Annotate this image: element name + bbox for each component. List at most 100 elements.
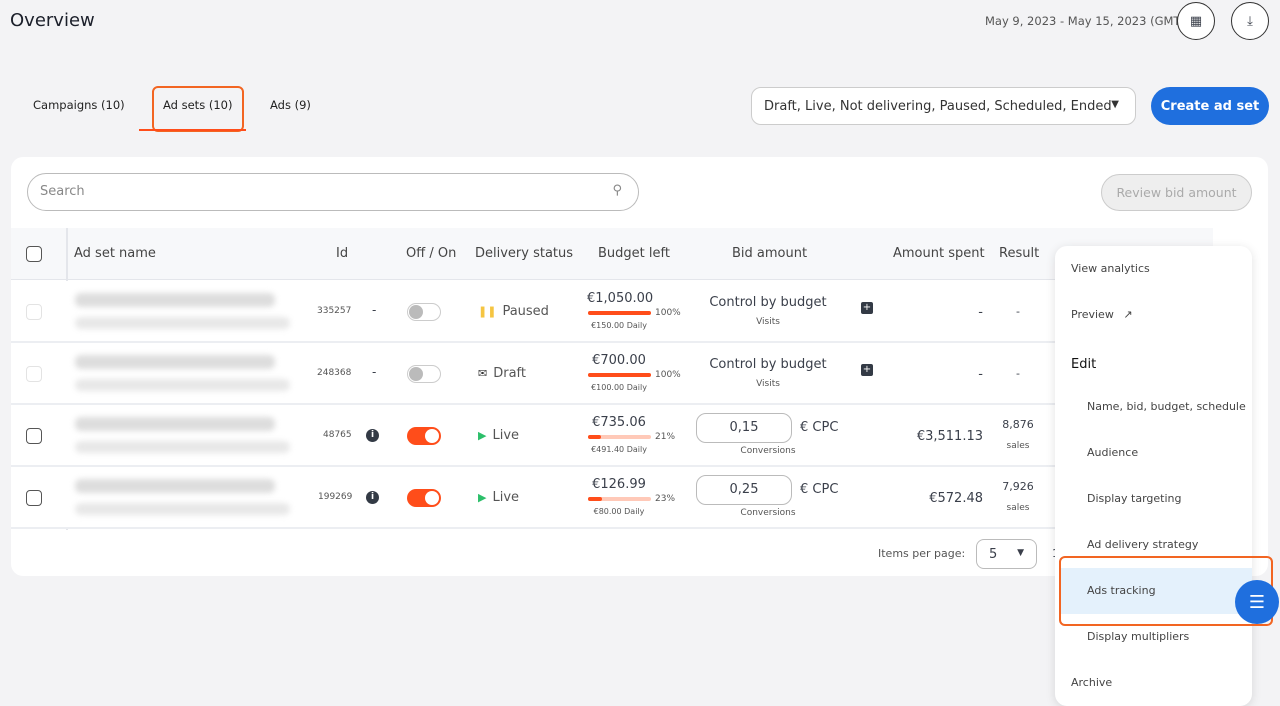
date-range: May 9, 2023 - May 15, 2023 (GMT): [985, 14, 1185, 28]
ad-set-name-blurred[interactable]: [75, 479, 275, 493]
menu-name-bid-budget[interactable]: Name, bid, budget, schedule: [1087, 400, 1246, 413]
result-value: 8,876: [1002, 418, 1034, 431]
menu-display-targeting[interactable]: Display targeting: [1087, 492, 1182, 505]
items-per-page-select[interactable]: 5 ▼: [976, 539, 1037, 569]
budget-percent: 100%: [655, 370, 681, 380]
create-ad-set-button[interactable]: Create ad set: [1151, 87, 1269, 125]
paused-icon: ❚❚: [478, 305, 497, 318]
row-checkbox[interactable]: [26, 366, 42, 382]
select-all-checkbox[interactable]: [26, 246, 42, 262]
menu-edit-heading: Edit: [1071, 357, 1097, 372]
col-budget[interactable]: Budget left: [598, 246, 670, 261]
budget-percent: 23%: [655, 494, 676, 504]
info-icon[interactable]: i: [366, 429, 379, 442]
review-bid-amount-button[interactable]: Review bid amount: [1101, 174, 1252, 211]
daily-budget: €80.00 Daily: [593, 507, 645, 516]
delivery-status: ▶ Live: [478, 428, 519, 443]
menu-display-multipliers[interactable]: Display multipliers: [1087, 630, 1190, 643]
bid-goal: Conversions: [740, 446, 796, 456]
live-icon: ▶: [478, 429, 487, 442]
menu-view-analytics[interactable]: View analytics: [1071, 262, 1150, 275]
row-checkbox[interactable]: [26, 304, 42, 320]
tab-ad-sets[interactable]: Ad sets (10): [163, 98, 233, 112]
daily-budget: €150.00 Daily: [591, 321, 647, 330]
download-button[interactable]: ⤓: [1231, 2, 1269, 40]
chevron-down-icon: ▼: [1111, 99, 1119, 110]
on-off-toggle[interactable]: [407, 489, 441, 507]
daily-budget: €491.40 Daily: [591, 445, 647, 454]
ad-set-name-blurred[interactable]: [75, 293, 275, 307]
ad-set-id: 335257: [317, 306, 352, 316]
bid-input[interactable]: 0,15: [696, 413, 792, 443]
search-input[interactable]: Search ⚲: [27, 173, 639, 211]
status-label: Live: [492, 490, 520, 505]
budget-bar-fill: [588, 435, 602, 439]
ad-set-name-blurred[interactable]: [75, 355, 275, 369]
daily-budget: €100.00 Daily: [591, 383, 647, 392]
col-toggle: Off / On: [406, 246, 457, 261]
amount-spent: €3,511.13: [916, 429, 983, 444]
page-title: Overview: [10, 10, 95, 31]
row-checkbox[interactable]: [26, 490, 42, 506]
col-spent[interactable]: Amount spent: [893, 246, 985, 261]
hover-highlight: [1059, 568, 1252, 614]
chat-button[interactable]: ☰: [1235, 580, 1279, 624]
external-link-icon: ↗: [1123, 308, 1133, 321]
status-label: Paused: [502, 304, 549, 319]
bid-goal: Conversions: [740, 508, 796, 518]
info-placeholder: -: [372, 303, 377, 317]
items-per-page-label: Items per page:: [878, 547, 966, 560]
result-unit: sales: [1006, 503, 1030, 513]
col-name[interactable]: Ad set name: [74, 246, 156, 261]
status-label: Draft: [493, 366, 526, 381]
menu-audience[interactable]: Audience: [1087, 446, 1139, 459]
tab-ads[interactable]: Ads (9): [270, 98, 311, 112]
budget-left: €735.06: [592, 415, 646, 430]
on-off-toggle[interactable]: [407, 365, 441, 383]
delivery-status: ✉ Draft: [478, 366, 526, 381]
result-unit: sales: [1006, 441, 1030, 451]
menu-ad-delivery-strategy[interactable]: Ad delivery strategy: [1087, 538, 1199, 551]
menu-preview[interactable]: Preview ↗: [1071, 308, 1133, 321]
download-icon: ⤓: [1247, 13, 1253, 29]
col-result[interactable]: Result: [999, 246, 1040, 261]
table-header: [11, 228, 1213, 280]
calendar-button[interactable]: ▦: [1177, 2, 1215, 40]
menu-ads-tracking[interactable]: Ads tracking: [1087, 584, 1156, 597]
result-value: 7,926: [1002, 480, 1034, 493]
result-value: -: [1016, 305, 1020, 318]
delivery-status: ❚❚ Paused: [478, 304, 549, 319]
add-note-icon[interactable]: +: [861, 364, 873, 376]
budget-bar-fill: [588, 373, 651, 377]
amount-spent: €572.48: [929, 491, 983, 506]
col-delivery[interactable]: Delivery status: [475, 246, 574, 261]
add-note-icon[interactable]: +: [861, 302, 873, 314]
on-off-toggle[interactable]: [407, 427, 441, 445]
row-checkbox[interactable]: [26, 428, 42, 444]
info-icon[interactable]: i: [366, 491, 379, 504]
bid-unit: € CPC: [800, 420, 839, 435]
toggle-knob: [409, 367, 423, 381]
highlight-box: [152, 86, 244, 132]
preview-label: Preview: [1071, 308, 1114, 321]
amount-spent: -: [978, 305, 983, 320]
col-bid[interactable]: Bid amount: [732, 246, 808, 261]
col-id[interactable]: Id: [336, 246, 349, 261]
on-off-toggle[interactable]: [407, 303, 441, 321]
tab-campaigns[interactable]: Campaigns (10): [33, 98, 125, 112]
ad-set-name-blurred[interactable]: [75, 417, 275, 431]
ad-set-subtitle-blurred: [75, 317, 290, 329]
bid-unit: € CPC: [800, 482, 839, 497]
budget-left: €1,050.00: [587, 291, 654, 306]
status-label: Live: [492, 428, 520, 443]
ad-set-id: 199269: [318, 492, 353, 502]
ad-set-subtitle-blurred: [75, 379, 290, 391]
filter-value: Draft, Live, Not delivering, Paused, Sch…: [764, 99, 1112, 114]
ad-set-id: 248368: [317, 368, 352, 378]
status-filter-select[interactable]: Draft, Live, Not delivering, Paused, Sch…: [751, 87, 1136, 125]
bid-input[interactable]: 0,25: [696, 475, 792, 505]
result-value: -: [1016, 367, 1020, 380]
toggle-knob: [409, 305, 423, 319]
menu-archive[interactable]: Archive: [1071, 676, 1113, 689]
budget-left: €700.00: [592, 353, 646, 368]
